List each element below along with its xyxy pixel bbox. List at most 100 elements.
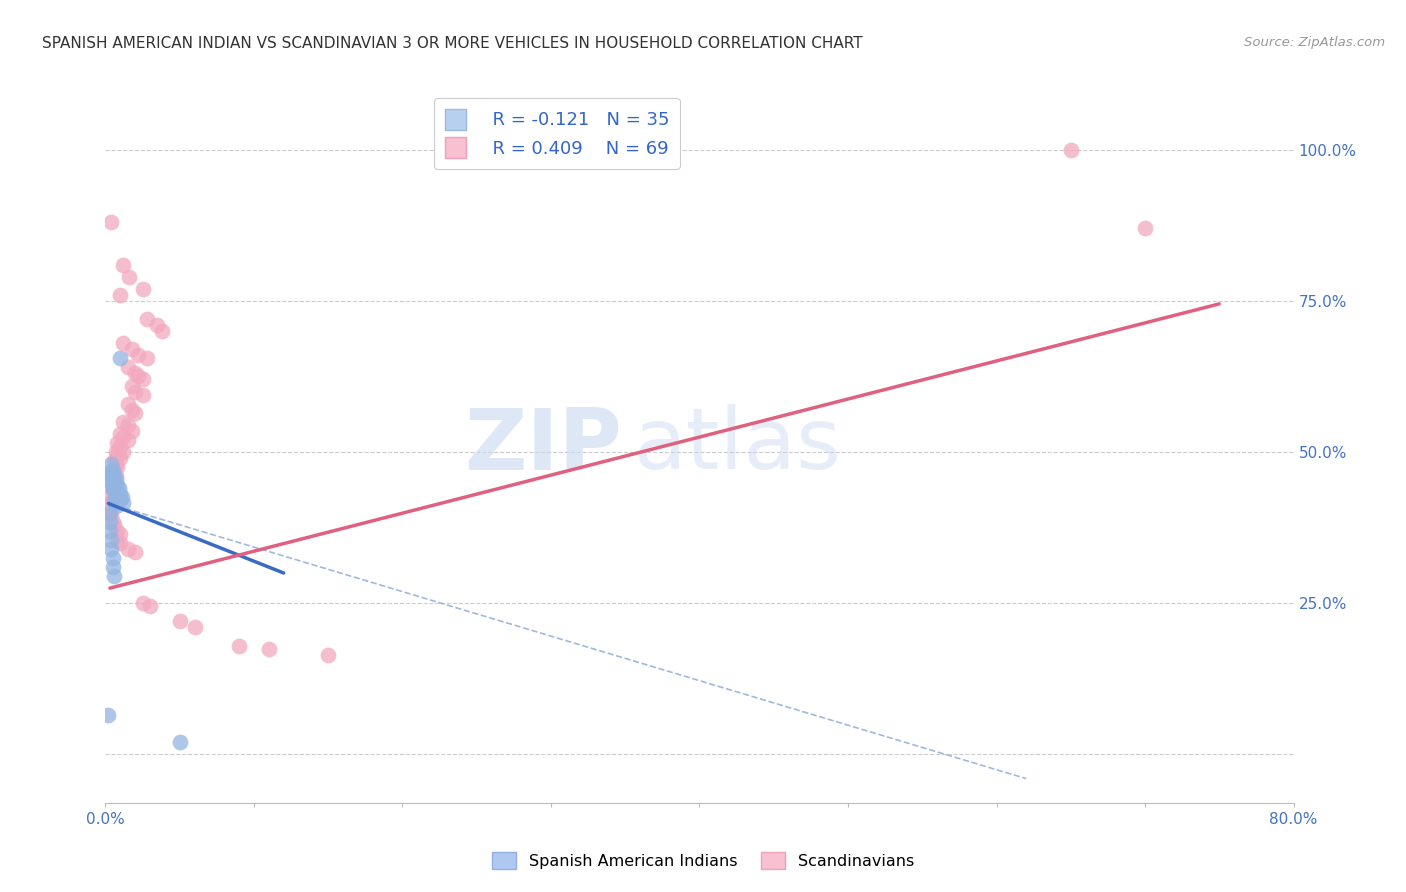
Point [105,460,128,475]
Point [104,472,127,486]
Point [98,506,121,520]
Point [105,524,128,538]
Point [136,351,159,366]
Point [100,481,122,495]
Point [105,487,128,501]
Point [124,367,146,381]
Point [124,384,146,399]
Point [183,620,205,634]
Point [101,484,124,499]
Text: ZIP: ZIP [464,404,623,488]
Point [101,463,124,477]
Point [98,506,121,520]
Point [316,648,339,662]
Legend: Spanish American Indians, Scandinavians: Spanish American Indians, Scandinavians [485,846,921,875]
Point [104,500,127,514]
Point [105,496,128,510]
Point [121,343,143,357]
Point [100,491,122,505]
Point [110,487,132,501]
Point [104,481,127,495]
Legend:   R = -0.121   N = 35,   R = 0.409    N = 69: R = -0.121 N = 35, R = 0.409 N = 69 [434,98,681,169]
Point [117,397,139,411]
Point [112,258,135,272]
Point [103,475,125,490]
Point [103,517,125,532]
Point [257,641,280,656]
Text: SPANISH AMERICAN INDIAN VS SCANDINAVIAN 3 OR MORE VEHICLES IN HOUSEHOLD CORRELAT: SPANISH AMERICAN INDIAN VS SCANDINAVIAN … [42,36,863,51]
Point [98,496,121,510]
Point [103,469,125,483]
Point [110,451,132,466]
Point [127,369,149,384]
Point [228,639,250,653]
Point [101,550,124,565]
Point [110,535,132,549]
Point [100,215,122,229]
Point [100,475,122,490]
Point [121,424,143,438]
Point [103,484,125,499]
Point [105,436,128,450]
Point [103,454,125,468]
Point [112,445,135,459]
Point [101,463,124,477]
Point [117,433,139,447]
Point [105,448,128,462]
Point [110,351,132,366]
Point [117,417,139,432]
Text: Source: ZipAtlas.com: Source: ZipAtlas.com [1244,36,1385,49]
Point [98,515,121,529]
Point [103,569,125,583]
Point [131,387,153,401]
Point [100,467,122,481]
Point [124,406,146,420]
Point [100,500,122,514]
Point [112,336,135,351]
Point [136,312,159,326]
Point [117,541,139,556]
Point [117,360,139,375]
Point [110,493,132,508]
Point [100,533,122,547]
Point [112,496,135,510]
Point [98,524,121,538]
Point [104,491,127,505]
Point [150,324,173,338]
Point [103,487,125,501]
Point [104,469,127,483]
Point [124,545,146,559]
Point [111,491,134,505]
Point [100,541,122,556]
Point [112,415,135,429]
Point [110,526,132,541]
Point [108,493,131,508]
Point [118,269,141,284]
Text: atlas: atlas [634,404,842,488]
Point [100,457,122,471]
Point [127,348,149,362]
Point [105,478,128,492]
Point [131,282,153,296]
Point [131,372,153,386]
Point [108,481,131,495]
Point [121,402,143,417]
Point [169,735,191,749]
Point [101,560,124,574]
Point [146,318,169,332]
Point [121,378,143,392]
Point [131,596,153,610]
Point [1133,221,1156,235]
Point [97,708,120,723]
Point [110,426,132,441]
Point [101,472,124,486]
Point [101,472,124,486]
Point [101,481,124,495]
Point [97,467,120,481]
Point [104,445,127,459]
Point [104,457,127,471]
Point [103,475,125,490]
Point [110,439,132,453]
Point [100,508,122,523]
Point [101,515,124,529]
